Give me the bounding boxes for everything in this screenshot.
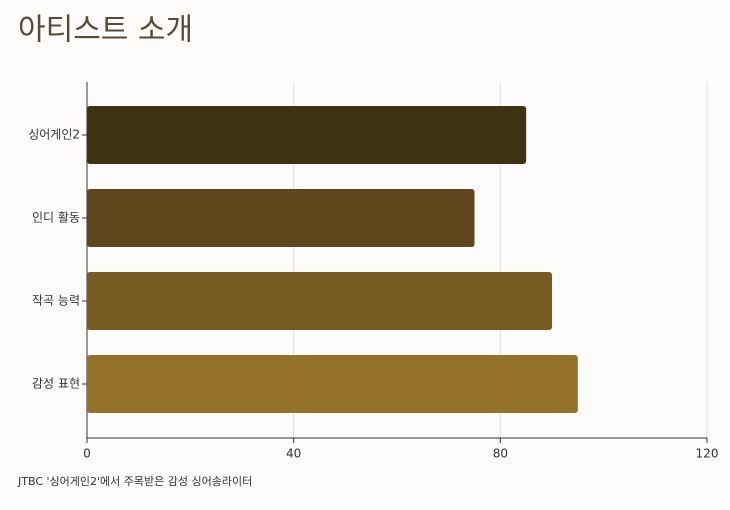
bar [87,355,578,413]
chart-title: 아티스트 소개 [18,13,193,48]
caption: JTBC '싱어게인2'에서 주목받은 감성 싱어송라이터 [17,475,252,488]
x-tick-label: 120 [696,447,719,461]
x-tick-label: 80 [493,447,508,461]
y-tick-label: 싱어게인2 [28,128,80,142]
y-tick-label: 인디 활동 [32,211,80,225]
bar [87,106,527,164]
bar [87,189,475,247]
y-tick-label: 작곡 능력 [32,294,80,308]
bar [87,272,552,330]
x-tick-label: 0 [83,447,91,461]
x-tick-label: 40 [286,447,301,461]
y-tick-label: 감성 표현 [32,377,80,391]
